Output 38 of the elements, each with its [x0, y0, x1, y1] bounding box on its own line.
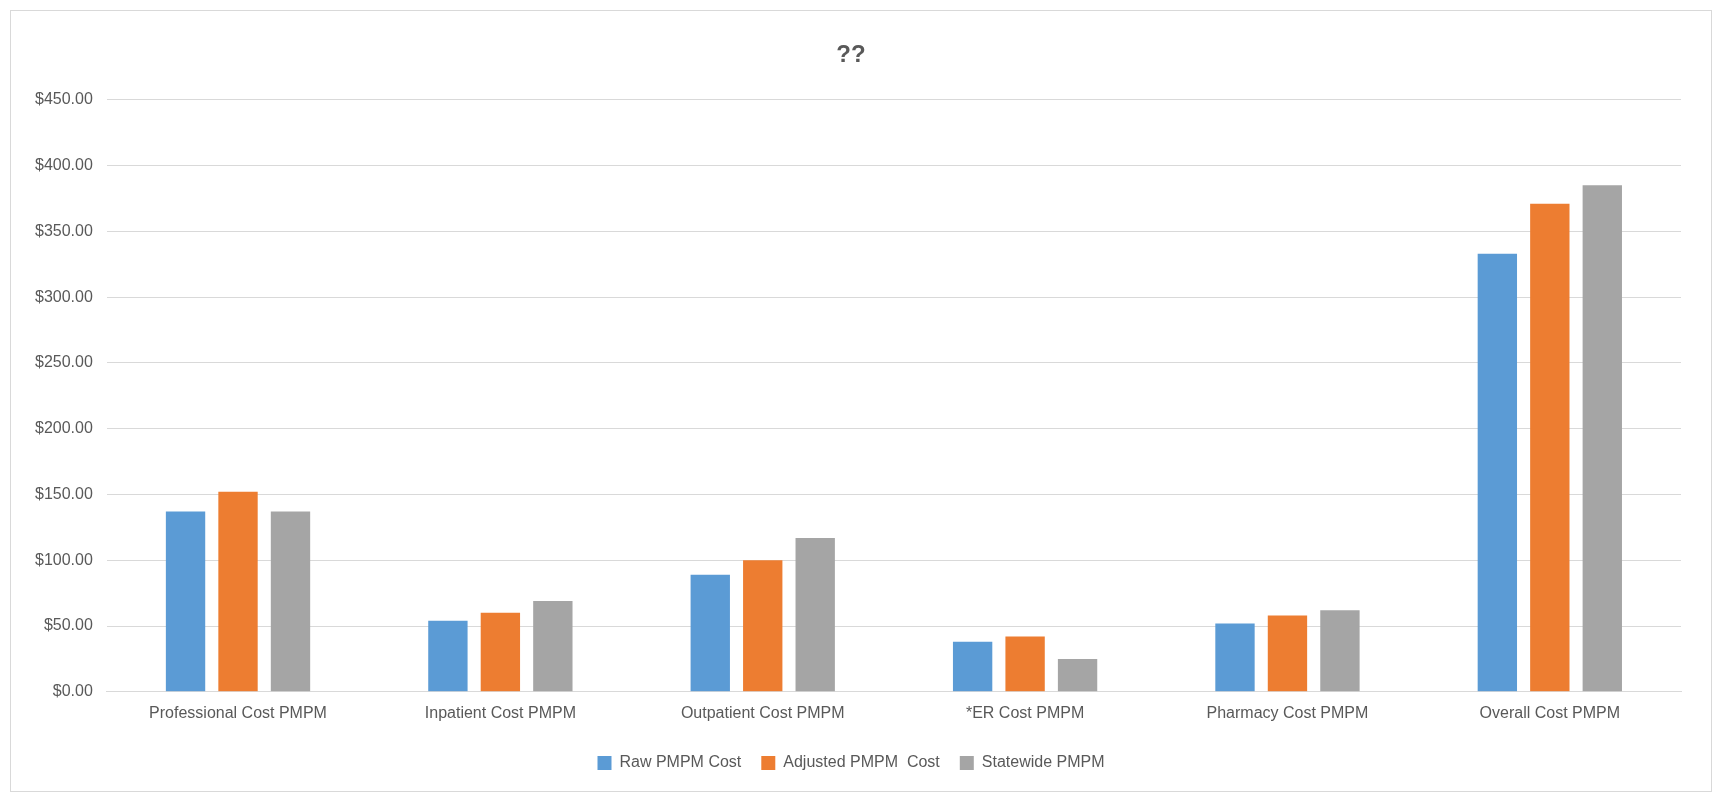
bar	[270, 511, 311, 692]
bar	[1530, 203, 1570, 692]
chart-title: ??	[836, 40, 866, 68]
bar	[1267, 615, 1308, 692]
bar	[952, 641, 993, 692]
x-tick-label: Professional Cost PMPM	[149, 703, 327, 721]
y-tick-label: $400.00	[34, 155, 93, 173]
x-tick-label: *ER Cost PMPM	[965, 703, 1085, 721]
bar	[1320, 610, 1360, 692]
y-tick-label: $350.00	[34, 221, 93, 239]
y-tick-label: $50.00	[43, 616, 93, 634]
bar	[533, 601, 573, 692]
y-tick-label: $450.00	[34, 90, 93, 108]
y-tick-label: $100.00	[34, 550, 93, 568]
y-tick-label: $200.00	[34, 419, 93, 437]
y-tick-label: $250.00	[34, 353, 93, 371]
y-tick-label: $300.00	[34, 287, 93, 305]
bar	[1215, 623, 1255, 692]
bar	[480, 612, 521, 692]
legend-label: Adjusted PMPM Cost	[783, 753, 941, 771]
bar	[1057, 658, 1098, 692]
bar	[690, 574, 730, 692]
x-tick-label: Pharmacy Cost PMPM	[1206, 703, 1369, 721]
bar	[795, 537, 835, 692]
x-tick-label: Outpatient Cost PMPM	[680, 703, 845, 721]
bar	[428, 620, 468, 692]
bar	[1005, 636, 1045, 692]
bar	[165, 511, 206, 692]
bar	[218, 491, 258, 692]
bar	[1582, 185, 1622, 692]
y-tick-label: $0.00	[52, 682, 93, 700]
legend-label: Statewide PMPM	[981, 753, 1105, 771]
y-tick-label: $150.00	[34, 484, 93, 502]
x-tick-label: Overall Cost PMPM	[1479, 703, 1621, 721]
x-tick-label: Inpatient Cost PMPM	[424, 703, 576, 721]
legend-label: Raw PMPM Cost	[619, 753, 742, 771]
bar	[743, 560, 783, 692]
bar	[1477, 253, 1518, 692]
